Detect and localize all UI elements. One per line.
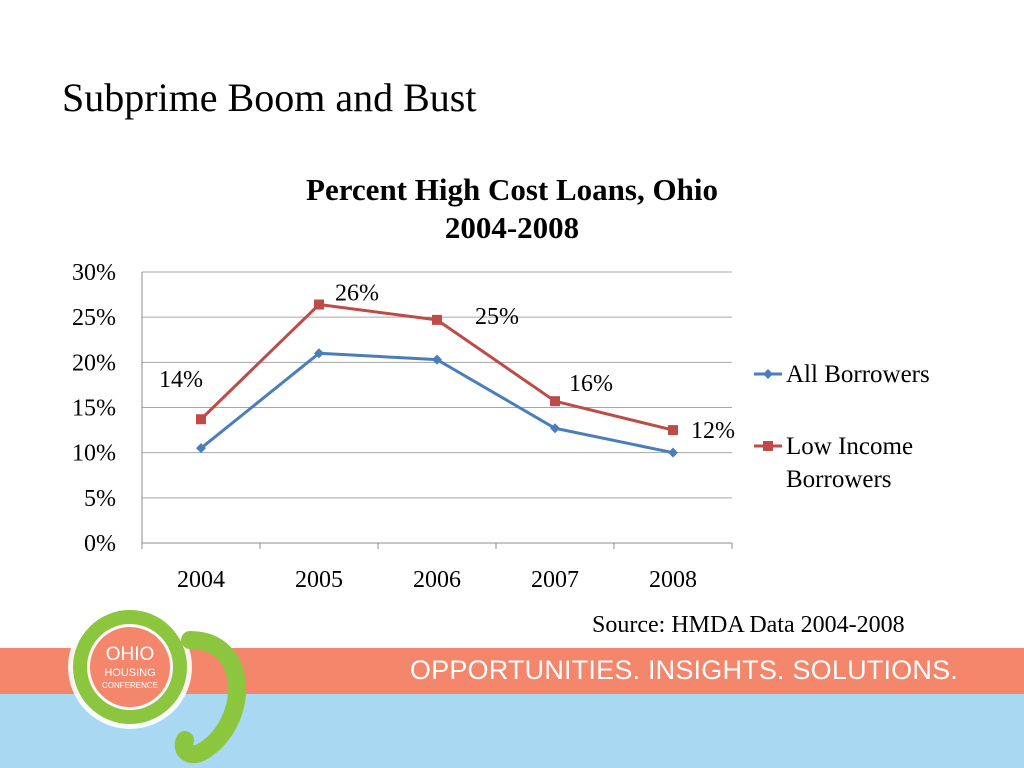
y-tick-label: 25% bbox=[72, 305, 116, 331]
slide-title: Subprime Boom and Bust bbox=[62, 75, 477, 120]
y-tick-label: 15% bbox=[72, 396, 116, 422]
data-point bbox=[550, 423, 560, 434]
logo-text-line-3: CONFERENCE bbox=[102, 681, 158, 690]
x-tick-label: 2007 bbox=[531, 567, 579, 593]
source-note: Source: HMDA Data 2004-2008 bbox=[592, 612, 905, 638]
footer-tagline: OPPORTUNITIES. INSIGHTS. SOLUTIONS. bbox=[409, 655, 958, 685]
data-point bbox=[432, 354, 442, 365]
data-point bbox=[668, 425, 678, 436]
legend-label: Borrowers bbox=[786, 466, 892, 493]
x-tick-label: 2008 bbox=[649, 567, 697, 593]
logo-text-line-1: OHIO bbox=[106, 644, 155, 665]
data-point bbox=[196, 443, 206, 454]
y-tick-label: 5% bbox=[84, 486, 116, 512]
data-label: 12% bbox=[691, 418, 735, 444]
legend-label: Low Income bbox=[786, 433, 913, 460]
x-tick-label: 2004 bbox=[177, 567, 225, 593]
legend-label: All Borrowers bbox=[786, 361, 930, 388]
data-label: 14% bbox=[159, 367, 203, 393]
logo-graphic bbox=[68, 605, 246, 764]
series-line-1 bbox=[200, 351, 674, 455]
y-tick-label: 0% bbox=[84, 531, 116, 557]
legend-marker bbox=[763, 369, 773, 379]
x-tick-label: 2006 bbox=[413, 567, 461, 593]
data-point bbox=[550, 396, 560, 407]
x-tick-label: 2005 bbox=[295, 567, 343, 593]
data-label: 26% bbox=[335, 281, 379, 307]
data-point bbox=[196, 414, 206, 425]
data-label: 25% bbox=[475, 304, 519, 330]
data-point bbox=[314, 299, 324, 310]
legend-marker bbox=[763, 441, 773, 451]
data-point bbox=[668, 447, 678, 458]
y-tick-label: 20% bbox=[72, 350, 116, 376]
y-tick-label: 10% bbox=[72, 441, 116, 467]
logo-text-line-2: HOUSING bbox=[104, 667, 155, 679]
data-point bbox=[314, 348, 324, 359]
ohio-housing-conference-logo: OHIO HOUSING CONFERENCE bbox=[68, 605, 246, 764]
chart-title-line-1: Percent High Cost Loans, Ohio bbox=[306, 172, 718, 207]
data-label: 16% bbox=[569, 371, 613, 397]
y-tick-label: 30% bbox=[72, 260, 116, 286]
data-point bbox=[432, 314, 442, 325]
chart-title-line-2: 2004-2008 bbox=[445, 210, 579, 245]
